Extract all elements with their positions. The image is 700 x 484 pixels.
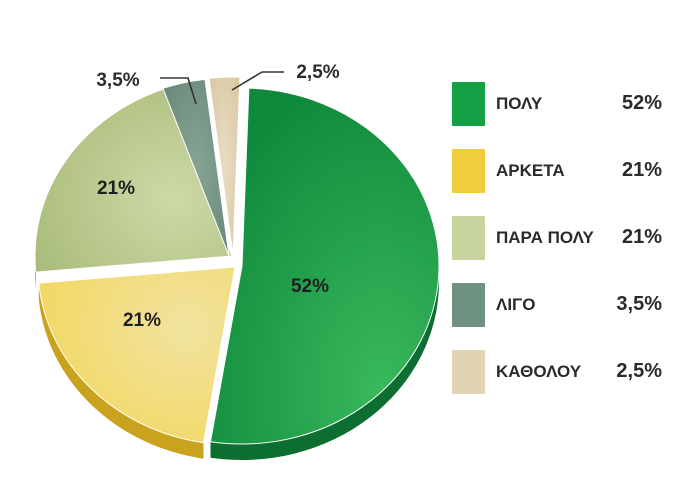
slice-data-label-0: 52% — [291, 276, 329, 297]
legend: ΠΟΛΥ 52% ΑΡΚΕΤΑ 21% ΠΑΡΑ ΠΟΛΥ 21% ΛΙΓΟ 3,5% ΚΑΘΟ… — [452, 82, 662, 417]
pie-slice-3 — [162, 78, 230, 257]
slice-data-label-3: 3,5% — [96, 70, 139, 91]
slice-data-label-4: 2,5% — [296, 62, 339, 83]
legend-value: 21% — [621, 159, 662, 181]
legend-swatch — [452, 216, 485, 260]
callout-line-3 — [160, 77, 197, 105]
pie-slice-1 — [38, 266, 236, 444]
slice-data-label-2: 21% — [97, 178, 135, 199]
legend-label: ΠΟΛΥ — [496, 94, 543, 113]
pie-slice-4 — [208, 76, 241, 256]
legend-swatch — [452, 82, 485, 126]
legend-swatch — [452, 149, 485, 193]
pie-slice-0 — [209, 87, 440, 445]
legend-item: ΛΙΓΟ 3,5% — [452, 283, 662, 350]
legend-item: ΠΑΡΑ ΠΟΛΥ 21% — [452, 216, 662, 283]
callout-line-4 — [231, 71, 284, 91]
legend-item: ΑΡΚΕΤΑ 21% — [452, 149, 662, 216]
legend-swatch — [452, 350, 485, 394]
legend-label: ΑΡΚΕΤΑ — [496, 161, 565, 180]
legend-value: 52% — [621, 92, 662, 114]
legend-value: 3,5% — [616, 293, 662, 315]
legend-label: ΠΑΡΑ ΠΟΛΥ — [496, 228, 594, 247]
legend-value: 21% — [621, 226, 662, 248]
slice-data-label-1: 21% — [123, 310, 161, 331]
pie-slice-side-1 — [38, 283, 204, 459]
legend-value: 2,5% — [616, 360, 662, 382]
legend-label: ΛΙΓΟ — [496, 295, 536, 314]
legend-swatch — [452, 283, 485, 327]
legend-label: ΚΑΘΟΛΟΥ — [496, 362, 582, 381]
legend-item: ΚΑΘΟΛΟΥ 2,5% — [452, 350, 662, 417]
legend-item: ΠΟΛΥ 52% — [452, 82, 662, 149]
